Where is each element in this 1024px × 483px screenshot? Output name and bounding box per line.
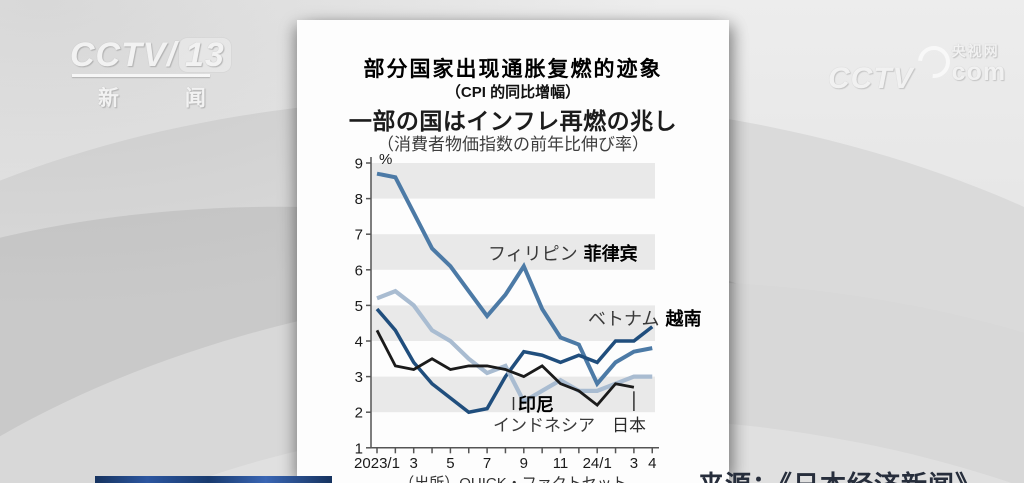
philippines-label-jp: フィリピン <box>488 244 578 264</box>
vietnam-label-jp: ベトナム <box>588 309 660 329</box>
x-tick-label: 5 <box>446 455 454 472</box>
y-tick-label: 8 <box>355 191 363 208</box>
series-line-indonesia <box>376 288 653 405</box>
cctvcom-brand-text: CCTV <box>828 62 914 95</box>
vietnam-label-cn: 越南 <box>665 309 702 329</box>
philippines-label-cn: 菲律宾 <box>583 244 638 264</box>
x-tick-label: 3 <box>630 455 638 472</box>
y-tick-label: 5 <box>355 298 363 315</box>
series-line-philippines <box>376 171 653 388</box>
y-tick-label: 1 <box>355 440 363 457</box>
x-tick-label: 7 <box>483 455 491 472</box>
japan-series-label: 日本 <box>612 416 646 435</box>
chart-card: 部分国家出现通胀复燃的迹象 （CPI 的同比增幅） 一部の国はインフレ再燃の兆し… <box>297 20 729 483</box>
y-tick-label: 9 <box>355 156 363 173</box>
series-line-vietnam <box>375 307 654 415</box>
cctvcom-watermark: CCTV 央视网 com <box>828 39 1006 96</box>
y-tick-label: 4 <box>355 334 363 351</box>
y-tick-label: 7 <box>355 227 363 244</box>
cctv13-news-caption: 新 闻 <box>98 87 236 110</box>
cctv13-watermark: CCTV/13 新 闻 <box>70 38 236 112</box>
x-tick-label: 24/1 <box>583 455 612 472</box>
vietnam-series-label: ベトナム 越南 <box>588 305 701 331</box>
indonesia-label-cn: 印尼 <box>518 395 554 415</box>
chart-source-japanese: （出所）QUICK・ファクトセット <box>297 472 729 483</box>
chart-subtitle-chinese: （CPI 的同比增幅） <box>445 84 581 101</box>
grid-band <box>371 234 655 270</box>
y-axis-unit-label: % <box>379 151 392 168</box>
y-tick-label: 3 <box>355 369 363 386</box>
cctvcom-swirl-icon <box>911 39 957 85</box>
chart-title-japanese: 一部の国はインフレ再燃の兆し <box>348 108 678 134</box>
x-tick-label: 3 <box>410 455 418 472</box>
cctv-brand-text: CCTV <box>70 36 167 74</box>
source-credit-chinese: 来源：《日本经济新闻》 <box>698 465 982 483</box>
series-line-japan <box>375 329 635 408</box>
channel-number: 13 <box>179 38 231 72</box>
lower-third-banner-edge <box>95 476 332 483</box>
cctv13-underline <box>72 74 210 77</box>
philippines-series-label: フィリピン 菲律宾 <box>488 240 638 266</box>
chart-title-chinese: 部分国家出现通胀复燃的迹象 <box>363 58 663 81</box>
indonesia-label-jp: インドネシア <box>493 416 595 435</box>
x-tick-label: 2023/1 <box>354 455 400 472</box>
cctvcom-right-block: 央视网 com <box>952 44 1006 85</box>
y-tick-label: 6 <box>355 262 363 279</box>
x-tick-label: 9 <box>520 455 528 472</box>
grid-band <box>371 163 655 199</box>
cctv13-logo-text: CCTV/13 <box>70 38 236 72</box>
chart-subtitle-japanese: （消費者物価指数の前年比伸び率） <box>377 135 649 154</box>
cctvcom-cn-text: 央视网 <box>951 43 1000 59</box>
y-tick-label: 2 <box>355 405 363 422</box>
x-tick-label: 4 <box>648 455 656 472</box>
cctvcom-suffix-text: com <box>951 58 1007 86</box>
x-tick-label: 11 <box>553 455 569 472</box>
